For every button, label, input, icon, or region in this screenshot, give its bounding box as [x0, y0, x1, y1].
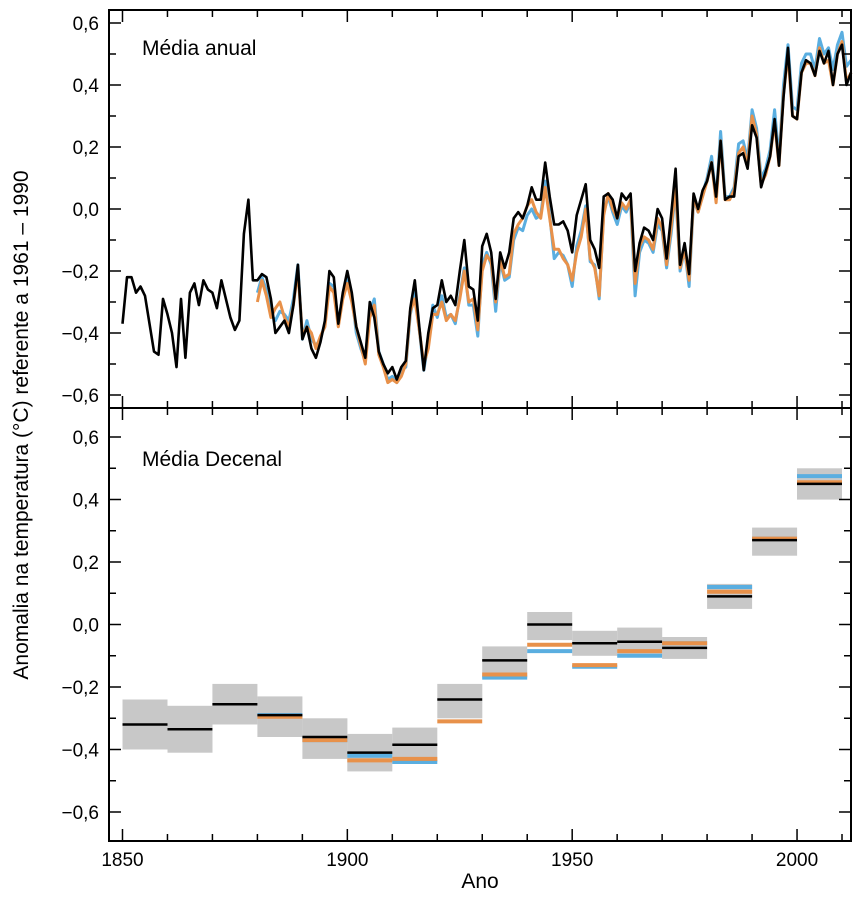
- decade-band: [437, 683, 483, 719]
- annual-series-black-line: [121, 43, 853, 381]
- decadal-axis-ticks: −0,6 −0,4 −0,2 0,0 0,2 0,4 0,6: [61, 408, 851, 841]
- decadal-panel-frame: [108, 407, 852, 842]
- decadal-panel-title: Média Decenal: [142, 448, 282, 471]
- x-axis-label: Ano: [461, 870, 498, 893]
- annual-axis-ticks: −0,6 −0,4 −0,2 0,0 0,2 0,4 0,6: [61, 10, 851, 408]
- y-tick-label: 0,6: [73, 428, 99, 449]
- y-tick-label: −0,4: [61, 324, 99, 345]
- x-tick-label: 1950: [551, 850, 593, 871]
- y-tick-label: 0,4: [73, 76, 100, 97]
- annual-series-orange-line: [255, 40, 853, 385]
- annual-panel-frame: [108, 9, 852, 409]
- y-tick-label: 0,2: [73, 553, 99, 574]
- y-tick-label: −0,4: [61, 741, 99, 762]
- decade-band: [482, 646, 528, 678]
- x-tick-label: 1850: [101, 850, 143, 871]
- x-tick-labels: 1850 1900 1950 2000: [101, 850, 818, 871]
- decade-band: [527, 612, 573, 641]
- x-tick-label: 1900: [326, 850, 368, 871]
- y-tick-label: −0,6: [61, 386, 99, 407]
- y-tick-label: 0,0: [73, 200, 99, 221]
- decadal-mean-panel: −0,6 −0,4 −0,2 0,0 0,2 0,4 0,6 Média Decenal: [61, 407, 852, 842]
- y-tick-label: 0,4: [73, 491, 100, 512]
- y-tick-label: 0,6: [73, 14, 99, 35]
- y-tick-label: 0,0: [73, 616, 99, 637]
- y-tick-label: 0,2: [73, 138, 99, 159]
- decadal-bands: [122, 468, 842, 772]
- annual-mean-panel: −0,6 −0,4 −0,2 0,0 0,2 0,4 0,6 Média anual: [61, 9, 853, 409]
- annual-panel-title: Média anual: [142, 37, 256, 60]
- decade-band: [752, 527, 798, 556]
- y-tick-label: −0,2: [61, 262, 99, 283]
- annual-series-blue-line: [255, 30, 853, 385]
- y-axis-label: Anomalia na temperatura (°C) referente a…: [10, 170, 33, 679]
- y-tick-label: −0,2: [61, 678, 99, 699]
- x-tick-label: 2000: [776, 850, 818, 871]
- decadal-series-markers: [122, 474, 842, 764]
- annual-series-lines: [121, 30, 853, 385]
- y-tick-label: −0,6: [61, 803, 99, 824]
